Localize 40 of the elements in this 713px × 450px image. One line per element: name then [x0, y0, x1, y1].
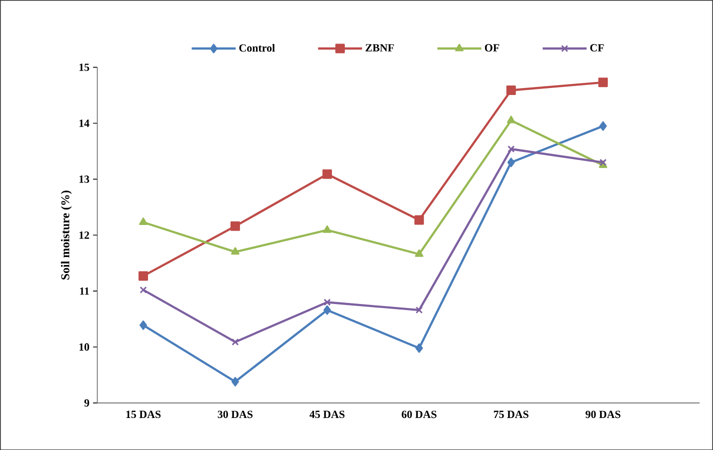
point [140, 320, 148, 330]
y-tick-label: 10 [79, 343, 90, 351]
point [507, 158, 515, 168]
point [508, 145, 515, 152]
point [414, 215, 424, 225]
legend-label: OF [484, 44, 500, 52]
point [599, 121, 607, 131]
x-tick-label: 75 DAS [494, 410, 528, 418]
point [414, 249, 424, 257]
x-tick-label: 90 DAS [586, 410, 620, 418]
legend-label: Control [239, 44, 275, 52]
x-tick-label: 60 DAS [402, 410, 436, 418]
point [415, 343, 423, 353]
y-tick-label: 9 [84, 399, 90, 406]
point [506, 116, 516, 124]
point [140, 286, 147, 294]
point [506, 85, 516, 95]
y-axis-title: Soil moisture (%) [60, 190, 72, 280]
y-tick-label: 13 [79, 175, 90, 183]
y-tick-label: 15 [79, 64, 90, 71]
point [323, 305, 331, 315]
legend-label: CF [590, 44, 604, 52]
point [138, 271, 148, 281]
point [416, 306, 423, 314]
point [231, 376, 239, 386]
point [324, 298, 331, 306]
point [322, 225, 332, 233]
legend-label: ZBNF [366, 44, 394, 52]
point [322, 169, 332, 179]
point [232, 338, 239, 346]
y-tick-label: 11 [80, 287, 89, 295]
x-tick-label: 30 DAS [218, 410, 253, 418]
point [139, 217, 148, 225]
point [598, 78, 608, 88]
point [230, 221, 240, 231]
point [231, 247, 240, 255]
x-tick-label: 45 DAS [310, 410, 345, 418]
y-tick-label: 12 [79, 231, 90, 239]
x-tick-label: 15 DAS [126, 410, 161, 418]
y-tick-label: 14 [79, 120, 90, 127]
